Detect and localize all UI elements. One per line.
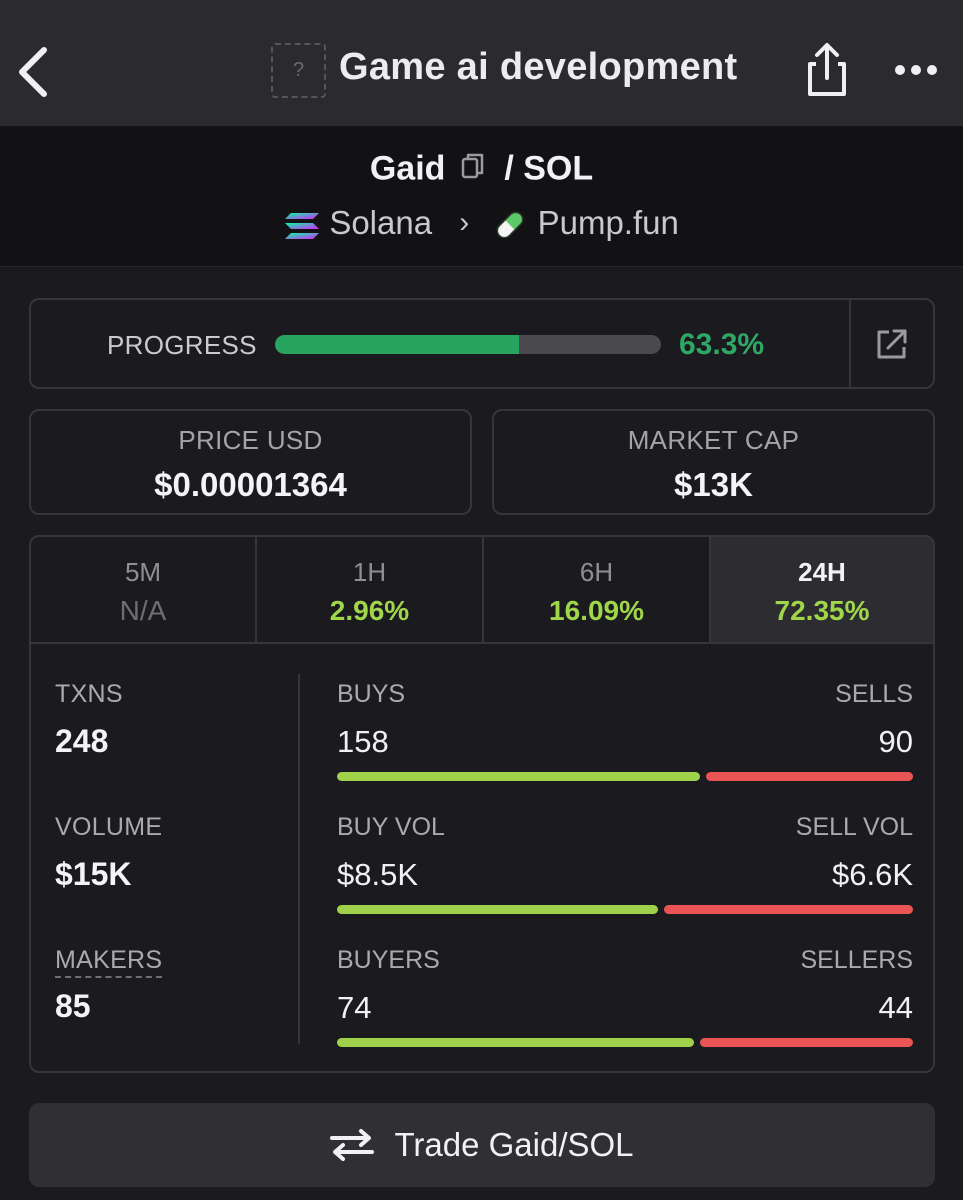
pill-icon bbox=[497, 211, 524, 239]
app-header: ? Game ai development bbox=[0, 0, 963, 126]
volume-value: $15K bbox=[55, 856, 132, 892]
breadcrumb-chevron-icon: › bbox=[459, 206, 470, 240]
token-image-question-mark: ? bbox=[292, 59, 305, 81]
chevron-left-icon bbox=[19, 47, 47, 97]
txns-value: 248 bbox=[55, 723, 109, 759]
progress-bar bbox=[275, 335, 661, 354]
buyers-bar-segment bbox=[337, 1038, 694, 1047]
sellers-label: SELLERS bbox=[800, 946, 913, 974]
copy-icon bbox=[461, 153, 484, 178]
summary-metrics: TXNS 248 VOLUME $15K MAKERS 85 bbox=[31, 644, 299, 1071]
chain-breadcrumb: Solana › Pump.fun bbox=[0, 202, 963, 243]
makers-label[interactable]: MAKERS bbox=[55, 946, 163, 978]
sellers-bar-segment bbox=[700, 1038, 913, 1047]
more-options-button[interactable] bbox=[890, 52, 942, 88]
sell-vol-bar-segment bbox=[664, 905, 913, 914]
sellers-value: 44 bbox=[878, 990, 913, 1025]
trade-button-label: Trade Gaid/SOL bbox=[394, 1126, 634, 1163]
page-title: Game ai development bbox=[339, 46, 738, 88]
external-link-icon bbox=[877, 329, 907, 359]
solana-logo-icon bbox=[285, 212, 320, 239]
quote-symbol: SOL bbox=[523, 149, 594, 188]
makers-value: 85 bbox=[55, 988, 91, 1024]
tab-1h-change: 2.96% bbox=[329, 595, 410, 626]
open-external-button[interactable] bbox=[874, 326, 910, 362]
buyers-sellers-bar bbox=[337, 1038, 913, 1047]
volume-metric: VOLUME $15K bbox=[55, 813, 162, 893]
sell-vol-label: SELL VOL bbox=[795, 813, 913, 841]
txns-metric: TXNS 248 bbox=[55, 680, 123, 760]
base-symbol: Gaid bbox=[369, 149, 446, 188]
dex-name: Pump.fun bbox=[537, 203, 679, 241]
buy-vol-label: BUY VOL bbox=[337, 813, 445, 841]
metrics-divider bbox=[298, 674, 300, 1044]
more-horizontal-icon bbox=[895, 65, 937, 75]
buyers-label: BUYERS bbox=[337, 946, 440, 974]
progress-value: 63.3% bbox=[679, 328, 765, 361]
pair-separator: / bbox=[504, 149, 514, 188]
market-cap-label: MARKET CAP bbox=[627, 425, 800, 455]
sells-bar-segment bbox=[706, 772, 913, 781]
share-button[interactable] bbox=[802, 42, 852, 100]
price-usd-value: $0.00001364 bbox=[154, 466, 347, 503]
token-image-placeholder: ? bbox=[271, 43, 326, 98]
pair-info: Gaid / SOL Solana bbox=[0, 126, 963, 267]
tab-1h-label: 1H bbox=[352, 557, 387, 587]
buys-sells-bar bbox=[337, 772, 913, 781]
pair-title: Gaid / SOL bbox=[0, 148, 963, 189]
chain-link[interactable]: Solana bbox=[284, 204, 441, 241]
txns-label: TXNS bbox=[55, 680, 123, 708]
bonding-progress-card: PROGRESS 63.3% bbox=[29, 298, 935, 389]
makers-metric: MAKERS 85 bbox=[55, 946, 163, 1025]
back-button[interactable] bbox=[14, 44, 54, 100]
trade-button[interactable]: Trade Gaid/SOL bbox=[29, 1103, 935, 1187]
sells-value: 90 bbox=[878, 724, 913, 759]
progress-bar-fill bbox=[275, 335, 520, 354]
buy-sell-vol-bar bbox=[337, 905, 913, 914]
dex-link[interactable]: Pump.fun bbox=[492, 203, 679, 241]
copy-address-button[interactable] bbox=[461, 150, 485, 189]
tab-5m[interactable]: 5M N/A bbox=[31, 537, 255, 642]
chain-name: Solana bbox=[329, 204, 433, 242]
tab-6h-label: 6H bbox=[579, 557, 614, 587]
progress-divider bbox=[849, 300, 851, 387]
tab-5m-change: N/A bbox=[119, 595, 167, 626]
tab-24h[interactable]: 24H 72.35% bbox=[709, 537, 933, 642]
swap-arrows-icon bbox=[330, 1129, 375, 1161]
timeframe-stats-panel: 5M N/A 1H 2.96% 6H 16.09% 24H 72.35% TXN… bbox=[29, 535, 935, 1073]
tab-5m-label: 5M bbox=[124, 557, 162, 587]
buyers-value: 74 bbox=[337, 990, 372, 1025]
sell-vol-value: $6.6K bbox=[831, 857, 913, 892]
tab-1h[interactable]: 1H 2.96% bbox=[255, 537, 482, 642]
tab-6h-change: 16.09% bbox=[549, 595, 644, 626]
market-cap-card: MARKET CAP $13K bbox=[492, 409, 935, 515]
buys-label: BUYS bbox=[337, 680, 406, 708]
market-cap-value: $13K bbox=[674, 466, 753, 503]
sells-label: SELLS bbox=[835, 680, 913, 708]
buys-bar-segment bbox=[337, 772, 700, 781]
buys-value: 158 bbox=[337, 724, 389, 759]
timeframe-tabs: 5M N/A 1H 2.96% 6H 16.09% 24H 72.35% bbox=[31, 537, 933, 644]
buy-vol-value: $8.5K bbox=[337, 857, 419, 892]
tab-24h-change: 72.35% bbox=[774, 595, 870, 626]
volume-label: VOLUME bbox=[55, 813, 163, 841]
price-usd-label: PRICE USD bbox=[178, 425, 323, 455]
progress-label: PROGRESS bbox=[107, 330, 257, 360]
share-icon bbox=[808, 43, 846, 96]
price-usd-card: PRICE USD $0.00001364 bbox=[29, 409, 472, 515]
tab-6h[interactable]: 6H 16.09% bbox=[482, 537, 709, 642]
tab-24h-label: 24H bbox=[798, 557, 846, 587]
buy-vol-bar-segment bbox=[337, 905, 658, 914]
